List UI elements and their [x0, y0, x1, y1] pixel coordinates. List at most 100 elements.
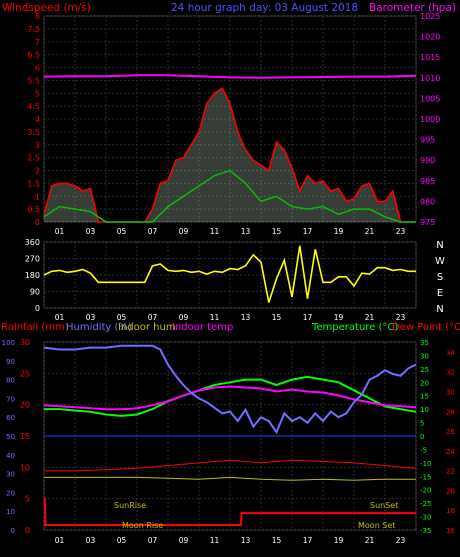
temperature-tick-5: 5 [420, 420, 424, 428]
barometer-tick-1025: 1025 [420, 12, 440, 21]
direction-hour-tick-01: 01 [55, 313, 65, 322]
rain-tick-20: 20 [20, 401, 30, 410]
windspeed-tick-4.5: 4.5 [27, 102, 40, 111]
barometer-tick-975: 975 [420, 218, 435, 227]
temp-hour-tick-03: 03 [86, 536, 96, 545]
humidity-tick-80: 80 [6, 377, 15, 385]
humidity-tick-40: 40 [6, 452, 15, 460]
wind-grid [43, 15, 417, 223]
indoor-temp-tick-28: 28 [446, 408, 455, 416]
indoor-temp-tick-16: 16 [446, 527, 455, 535]
temperature-line [44, 375, 417, 417]
rain-tick-5: 5 [25, 495, 30, 504]
temp-hour-tick-09: 09 [179, 536, 189, 545]
wind-hour-tick-03: 03 [86, 227, 96, 236]
wind-ticks: 0 0.5 1 1.5 2 2.5 3 3.5 4 4.5 5 5.5 6 6.5 7 7.5 8 975 980 9… [27, 12, 440, 236]
direction-hour-tick-21: 21 [365, 313, 375, 322]
humidity-tick-50: 50 [6, 433, 15, 441]
windspeed-tick-1.5: 1.5 [27, 179, 40, 188]
compass-label-3: E [437, 288, 443, 299]
temp-hour-tick-07: 07 [148, 536, 158, 545]
wind-hour-tick-21: 21 [365, 227, 375, 236]
wind-hour-tick-19: 19 [334, 227, 344, 236]
temperature-tick-10: 10 [420, 406, 429, 414]
wind-direction-line [43, 245, 416, 303]
compass-label-4: N [436, 304, 443, 315]
temp-hour-tick-05: 05 [117, 536, 127, 545]
direction-series [43, 245, 416, 303]
rain-tick-10: 10 [20, 463, 30, 472]
temperature-tick--5: -5 [420, 446, 427, 454]
moonrise-label: Moon Rise [122, 521, 163, 530]
rain-tick-25: 25 [20, 369, 30, 378]
temperature-tick-35: 35 [420, 339, 429, 347]
humidity-axis-label: Humidity (%) [66, 322, 132, 333]
temp-hour-tick-19: 19 [334, 536, 344, 545]
direction-hour-tick-03: 03 [86, 313, 96, 322]
temperature-series [43, 344, 417, 526]
temperature-tick--35: -35 [420, 527, 431, 535]
rain-tick-15: 15 [20, 432, 30, 441]
barometer-tick-1015: 1015 [420, 53, 440, 62]
windspeed-tick-3.5: 3.5 [27, 128, 40, 137]
temp-hour-tick-01: 01 [55, 536, 65, 545]
windspeed-tick-8: 8 [35, 12, 40, 21]
barometer-tick-990: 990 [420, 156, 435, 165]
indoor-temp-tick-26: 26 [446, 428, 455, 436]
temperature-legend-labels: Rainfall (mm)Humidity (%)Indoor humIndoo… [1, 322, 460, 333]
dewpoint-axis-label: Dew Point (°C) [392, 322, 460, 333]
wind-hour-tick-23: 23 [396, 227, 406, 236]
wind-average-line [43, 169, 416, 223]
windspeed-tick-5.5: 5.5 [27, 76, 40, 85]
windspeed-tick-6.5: 6.5 [27, 51, 40, 60]
windspeed-tick-2: 2 [35, 167, 40, 176]
indoor-temperature-line [43, 385, 417, 411]
humidity-tick-10: 10 [6, 508, 15, 516]
temperature-tick--15: -15 [420, 473, 431, 481]
temp-hour-tick-21: 21 [365, 536, 375, 545]
temperature-ticks: 0510152025300102030405060708090100-35-30… [2, 338, 456, 545]
rain-tick-30: 30 [20, 338, 30, 347]
barometer-tick-1010: 1010 [420, 74, 440, 83]
temp-hour-tick-11: 11 [210, 536, 220, 545]
dewpoint-line [44, 459, 417, 472]
humidity-tick-100: 100 [2, 339, 15, 347]
humidity-line [43, 344, 417, 435]
barometer-tick-995: 995 [420, 136, 435, 145]
rainfall-line [43, 497, 416, 526]
indoor-temp-tick-32: 32 [446, 369, 455, 377]
windspeed-tick-0: 0 [35, 218, 40, 227]
indoor-temp-tick-20: 20 [446, 487, 455, 495]
temperature-tick--25: -25 [420, 500, 431, 508]
indoor-temp-tick-30: 30 [446, 388, 455, 396]
wind-hour-tick-01: 01 [55, 227, 65, 236]
windspeed-tick-1: 1 [35, 192, 40, 201]
barometer-tick-1000: 1000 [420, 115, 440, 124]
windspeed-tick-3: 3 [35, 141, 40, 150]
wind-hour-tick-13: 13 [241, 227, 251, 236]
wind-hour-tick-09: 09 [179, 227, 189, 236]
barometer-tick-980: 980 [420, 197, 435, 206]
humidity-tick-60: 60 [6, 414, 15, 422]
direction-tick-0: 0 [35, 304, 40, 313]
sunset-label: SunSet [370, 501, 398, 510]
direction-hour-tick-09: 09 [179, 313, 189, 322]
windspeed-tick-4: 4 [35, 115, 40, 124]
temp-hour-tick-17: 17 [303, 536, 313, 545]
barometer-tick-1005: 1005 [420, 94, 440, 103]
direction-tick-360: 360 [25, 238, 40, 247]
temperature-axis-label: Temperature (°C) [311, 322, 398, 333]
direction-tick-90: 90 [30, 288, 40, 297]
temp-hour-tick-23: 23 [396, 536, 406, 545]
indoor-temp-tick-18: 18 [446, 507, 455, 515]
windspeed-tick-0.5: 0.5 [27, 205, 40, 214]
temperature-tick--30: -30 [420, 514, 431, 522]
temperature-tick-0: 0 [420, 433, 424, 441]
windspeed-tick-2.5: 2.5 [27, 154, 40, 163]
temperature-tick-20: 20 [420, 379, 429, 387]
direction-hour-tick-19: 19 [334, 313, 344, 322]
windspeed-tick-6: 6 [35, 64, 40, 73]
temperature-tick-30: 30 [420, 352, 429, 360]
